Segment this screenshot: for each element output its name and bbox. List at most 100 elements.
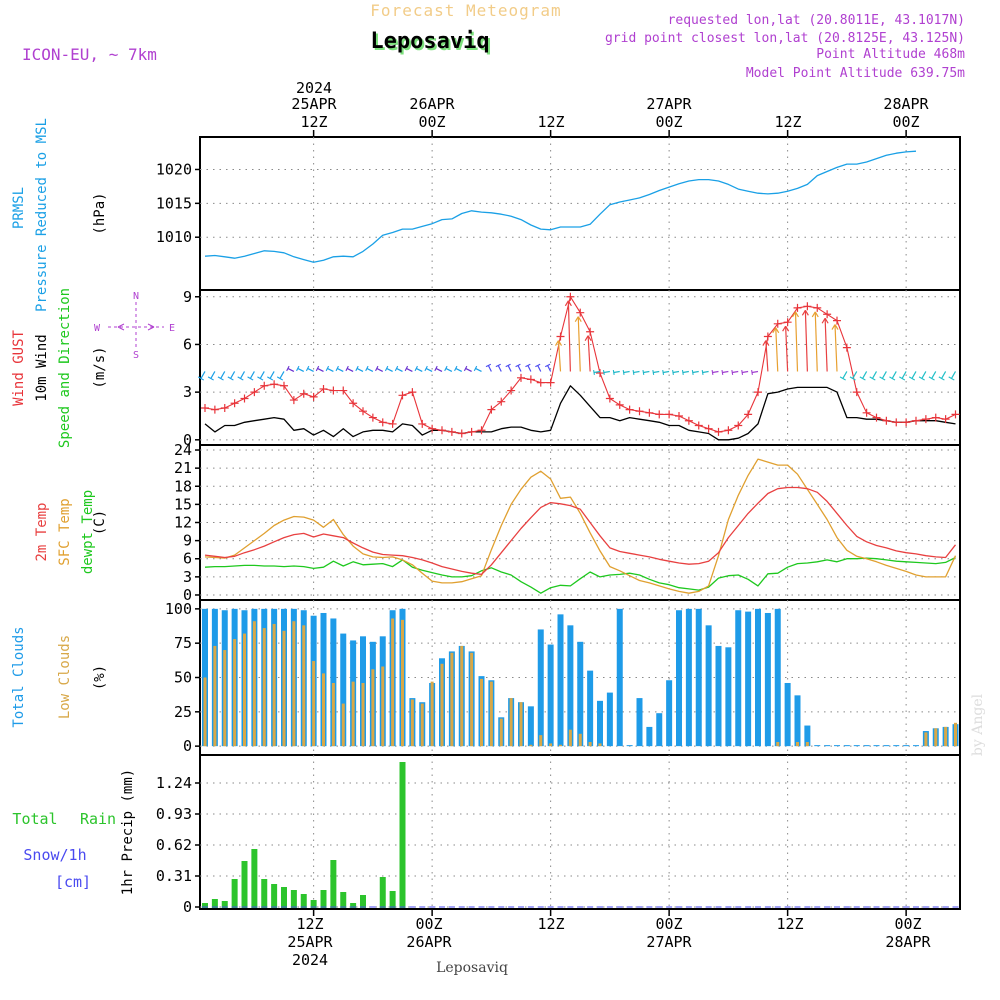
low-cloud-bar	[282, 630, 286, 747]
gust-marker	[497, 397, 506, 406]
gust-marker	[882, 416, 891, 425]
precip-bar	[271, 884, 278, 908]
gust-marker	[596, 369, 604, 378]
ytick-label-pressure-2: 1020	[156, 160, 192, 178]
precip-bar	[310, 900, 317, 908]
low-cloud-bar	[450, 652, 454, 747]
wind-arrow	[587, 335, 591, 372]
wind-arrowhead	[839, 376, 846, 381]
top-date-label-5: 28APR	[883, 95, 929, 113]
top-time-label-5: 00Z	[892, 113, 919, 131]
gust-marker	[862, 408, 871, 417]
gust-marker	[892, 418, 901, 427]
gust-marker	[230, 399, 239, 408]
wind-arrow	[346, 367, 354, 373]
precip-bar	[330, 860, 337, 908]
total-cloud-bar	[606, 692, 613, 747]
wind-arrowhead	[721, 369, 724, 375]
ytick-label-wind-2: 6	[183, 335, 192, 353]
gust-marker	[467, 427, 476, 436]
wind-arrow	[279, 371, 285, 379]
wind-arrow	[672, 370, 680, 374]
wind-arrow	[465, 367, 472, 373]
gust-marker	[210, 405, 219, 414]
low-cloud-bar	[470, 652, 474, 747]
gust-marker	[872, 413, 881, 422]
wind-arrow	[871, 371, 878, 379]
total-cloud-bar	[814, 745, 821, 747]
gust-marker	[645, 408, 654, 417]
wind-arrowhead	[463, 365, 468, 372]
wind-arrowhead	[404, 365, 409, 372]
model-label: ICON-EU, ~ 7km	[22, 45, 157, 64]
wind-arrow	[742, 370, 749, 374]
precip-labels: Total Rain Snow/1h [cm]	[12, 810, 116, 891]
precip-bar	[221, 901, 228, 908]
wind-arrow	[862, 371, 868, 379]
low-cloud-bar	[302, 625, 306, 747]
wind-arrow	[794, 311, 799, 372]
wind-arrow	[376, 367, 384, 373]
wind-arrowhead	[296, 365, 300, 372]
total-cloud-bar	[863, 745, 870, 747]
wind-arrow	[317, 367, 324, 373]
location-title-shadow: Leposaviq	[372, 31, 491, 56]
total-cloud-bar	[646, 726, 653, 747]
precip-bar	[202, 903, 208, 908]
total-cloud-bar	[715, 645, 722, 747]
wind-arrow	[557, 340, 562, 372]
wind-arrow	[497, 365, 502, 372]
gust-marker	[507, 386, 516, 395]
wind-arrowhead	[276, 376, 284, 381]
ytick-label-precip-4: 1.24	[156, 774, 192, 792]
gust-marker	[625, 405, 634, 414]
wind-arrow	[834, 324, 838, 372]
low-cloud-bar	[796, 742, 799, 747]
ytick-label-clouds-0: 0	[183, 737, 192, 755]
ytick-label-temperature-3: 9	[183, 532, 192, 550]
gust-marker	[675, 411, 683, 420]
total-cloud-bar	[794, 695, 801, 747]
ytick-label-temperature-0: 0	[183, 586, 192, 604]
low-cloud-bar	[331, 682, 335, 747]
wind-arrowhead	[375, 365, 379, 372]
precip-rain-label: Rain	[80, 810, 116, 828]
wind-arrow	[307, 367, 314, 373]
wind-arrowhead	[741, 369, 744, 375]
low-cloud-bar	[272, 623, 276, 747]
wind-arrowhead	[889, 376, 896, 381]
ytick-label-temperature-5: 15	[174, 495, 192, 513]
gust-marker	[536, 378, 545, 387]
gust-marker	[378, 418, 387, 427]
wind-arrowhead	[574, 316, 582, 322]
ylabel-clouds: (%)	[92, 665, 108, 690]
wind-arrow	[517, 365, 522, 372]
low-cloud-bar	[954, 722, 957, 747]
wind-compass: N S W E	[94, 291, 175, 361]
total-cloud-bar	[656, 713, 663, 747]
wind-arrow	[643, 370, 650, 374]
pressure-line	[204, 150, 917, 263]
total-cloud-bar	[705, 625, 712, 747]
wind-arrowhead	[286, 365, 290, 372]
wind-arrow	[547, 365, 552, 372]
ytick-label-temperature-2: 6	[183, 550, 192, 568]
gust-marker	[694, 421, 703, 430]
gust-marker	[329, 386, 338, 395]
top-time-axis: 2024 25APR 12Z 26APR 00Z 12Z 27APR 00Z 1…	[291, 79, 929, 131]
gust-label: Wind GUST	[11, 330, 27, 406]
total-cloud-bar	[755, 608, 761, 747]
gust-marker	[763, 332, 772, 341]
precip-bar	[290, 890, 297, 908]
pressure-labels: PRMSL Pressure Reduced to MSL	[11, 118, 50, 312]
wind-arrowhead	[473, 365, 478, 372]
ytick-label-precip-0: 0	[183, 898, 192, 916]
precip-bar	[231, 879, 238, 908]
gust-marker	[931, 413, 940, 422]
wind-arrowhead	[217, 376, 224, 381]
wind-arrow	[775, 327, 779, 372]
requested-coords: requested lon,lat (20.8011E, 43.1017N)	[668, 13, 965, 28]
total-cloud-bar	[330, 618, 337, 747]
ytick-label-clouds-4: 100	[165, 600, 192, 618]
low-cloud-bar	[776, 742, 780, 747]
